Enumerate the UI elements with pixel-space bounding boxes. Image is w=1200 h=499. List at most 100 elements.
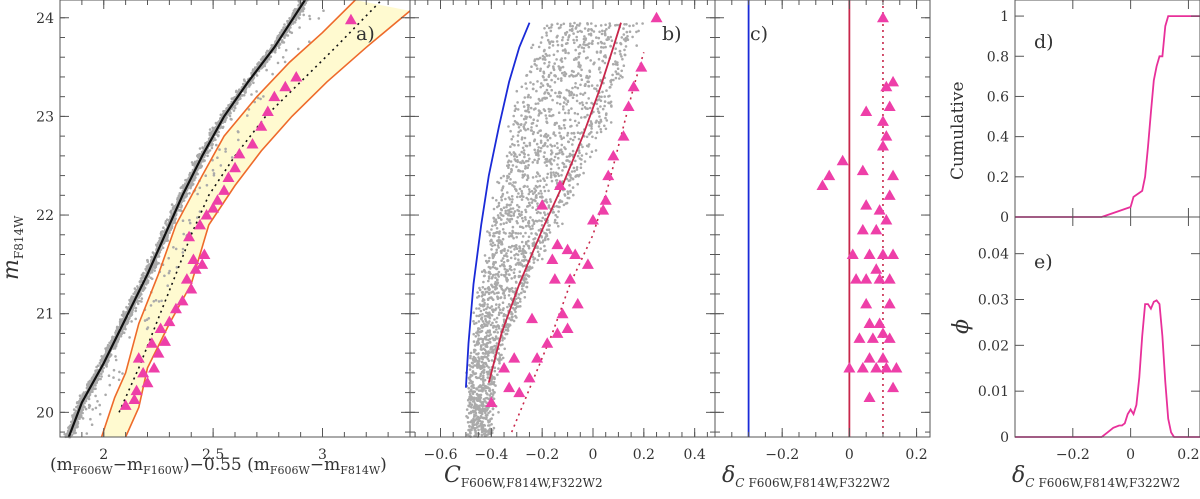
star-point	[585, 102, 588, 105]
star-point	[533, 149, 536, 152]
star-point	[318, 17, 321, 20]
star-point	[465, 415, 468, 418]
star-point	[504, 254, 507, 257]
star-point	[574, 86, 577, 89]
star-point	[492, 393, 495, 396]
star-point	[519, 300, 522, 303]
star-point	[525, 197, 528, 200]
star-point	[623, 64, 626, 67]
star-point	[500, 274, 503, 277]
star-point	[555, 205, 558, 208]
star-point	[483, 366, 486, 369]
star-point	[576, 94, 579, 97]
star-point	[67, 426, 70, 429]
star-point	[559, 96, 562, 99]
star-point	[537, 149, 540, 152]
star-point	[99, 378, 102, 381]
star-point	[511, 195, 514, 198]
star-point	[537, 102, 540, 105]
star-point	[530, 129, 533, 132]
star-point	[495, 328, 498, 331]
star-point	[599, 71, 602, 74]
star-point	[581, 78, 584, 81]
star-point	[535, 220, 538, 223]
star-point	[486, 261, 489, 264]
star-point	[486, 414, 489, 417]
star-point	[559, 26, 562, 29]
star-point	[517, 258, 520, 261]
star-point	[514, 257, 517, 260]
star-point	[611, 74, 614, 77]
star-point	[524, 137, 527, 140]
star-point	[487, 280, 490, 283]
star-point	[512, 115, 515, 118]
star-point	[635, 44, 638, 47]
star-point	[570, 107, 573, 110]
star-point	[554, 92, 557, 95]
star-point	[567, 52, 570, 55]
star-point	[548, 108, 551, 111]
star-point	[552, 44, 555, 47]
star-point	[480, 423, 483, 426]
star-point	[561, 39, 564, 42]
star-point	[576, 124, 579, 127]
star-point	[517, 232, 520, 235]
star-point	[224, 119, 227, 122]
star-point	[519, 225, 522, 228]
star-point	[534, 138, 537, 141]
star-point	[487, 372, 490, 375]
star-point	[487, 376, 490, 379]
star-point	[591, 123, 594, 126]
star-point	[566, 190, 569, 193]
star-point	[505, 206, 508, 209]
star-point	[540, 147, 543, 150]
star-point	[546, 89, 549, 92]
star-point	[484, 318, 487, 321]
star-point	[135, 307, 138, 310]
star-point	[490, 423, 493, 426]
star-point	[506, 323, 509, 326]
star-point	[579, 84, 582, 87]
star-point	[472, 311, 475, 314]
star-point	[512, 135, 515, 138]
star-point	[553, 159, 556, 162]
star-point	[572, 32, 575, 35]
star-point	[519, 195, 522, 198]
star-point	[547, 173, 550, 176]
star-point	[554, 75, 557, 78]
star-point	[534, 151, 537, 154]
star-point	[511, 235, 514, 238]
star-point	[515, 220, 518, 223]
star-point	[494, 281, 497, 284]
star-point	[469, 401, 472, 404]
star-point	[498, 202, 501, 205]
star-point	[539, 129, 542, 132]
star-point	[482, 326, 485, 329]
star-point	[536, 186, 539, 189]
star-point	[322, 9, 325, 12]
star-point	[528, 247, 531, 250]
star-point	[483, 322, 486, 325]
star-point	[551, 151, 554, 154]
star-point	[105, 365, 108, 368]
star-point	[493, 427, 496, 430]
binary-marker	[600, 194, 612, 205]
star-point	[491, 277, 494, 280]
star-point	[556, 163, 559, 166]
star-point	[543, 143, 546, 146]
star-point	[506, 287, 509, 290]
star-point	[521, 160, 524, 163]
star-point	[496, 373, 499, 376]
binary-marker	[877, 115, 889, 126]
star-point	[515, 244, 518, 247]
star-point	[509, 265, 512, 268]
binary-marker	[572, 298, 584, 309]
star-point	[158, 300, 161, 303]
star-point	[586, 56, 589, 59]
star-point	[199, 187, 202, 190]
star-point	[555, 122, 558, 125]
star-point	[502, 238, 505, 241]
star-point	[567, 141, 570, 144]
star-point	[586, 136, 589, 139]
star-point	[580, 31, 583, 34]
